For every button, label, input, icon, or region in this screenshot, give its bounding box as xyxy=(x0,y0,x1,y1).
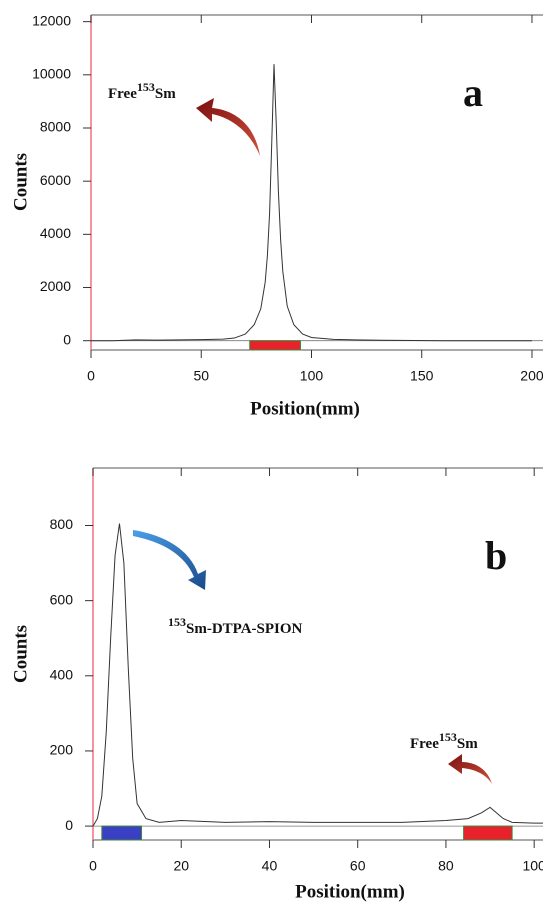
y-tick-label: 600 xyxy=(50,591,74,607)
x-tick-label: 150 xyxy=(410,368,434,384)
arrow xyxy=(448,754,492,784)
annotation-sup: 153 xyxy=(137,80,155,94)
y-tick-label: 200 xyxy=(50,742,74,758)
y-tick-label: 6000 xyxy=(40,172,71,188)
x-tick-label: 50 xyxy=(193,368,209,384)
x-axis-label: Position(mm) xyxy=(295,881,405,902)
x-tick-label: 80 xyxy=(438,858,454,874)
annotation-text: Sm-DTPA-SPION xyxy=(186,621,303,637)
y-tick-label: 2000 xyxy=(40,278,71,294)
y-axis-label: Counts xyxy=(10,625,31,683)
x-tick-label: 100 xyxy=(300,368,324,384)
x-tick-label: 100 xyxy=(522,858,543,874)
y-tick-label: 4000 xyxy=(40,225,71,241)
y-tick-label: 10000 xyxy=(32,66,71,82)
x-tick-label: 200 xyxy=(520,368,543,384)
data-line xyxy=(91,64,532,342)
annotation-text: Sm xyxy=(155,86,176,102)
y-tick-label: 800 xyxy=(50,516,74,532)
data-line xyxy=(92,523,543,827)
x-tick-label: 60 xyxy=(350,858,366,874)
annotation: Free153Sm xyxy=(410,730,478,753)
region xyxy=(463,825,513,841)
panel-label: a xyxy=(463,70,483,115)
arrow xyxy=(196,98,260,156)
panel-label: b xyxy=(485,533,507,578)
x-tick-label: 20 xyxy=(173,858,189,874)
annotation-text: Free xyxy=(108,86,137,102)
y-axis-label: Counts xyxy=(10,153,31,211)
y-tick-label: 12000 xyxy=(32,12,71,28)
annotation-sup: 153 xyxy=(168,615,186,629)
region xyxy=(101,825,143,841)
y-tick-label: 400 xyxy=(50,666,74,682)
y-tick-label: 0 xyxy=(63,331,71,347)
y-tick-label: 0 xyxy=(65,817,73,833)
annotation: 153Sm-DTPA-SPION xyxy=(168,615,303,638)
annotation-text: Free xyxy=(410,736,439,752)
x-tick-label: 0 xyxy=(87,368,95,384)
y-tick-label: 8000 xyxy=(40,119,71,135)
annotation-sup: 153 xyxy=(439,730,457,744)
x-tick-label: 0 xyxy=(89,858,97,874)
arrow xyxy=(133,530,206,590)
annotation-text: Sm xyxy=(457,736,478,752)
x-tick-label: 40 xyxy=(262,858,278,874)
annotation: Free153Sm xyxy=(108,80,176,103)
region xyxy=(249,340,301,351)
x-axis-label: Position(mm) xyxy=(250,398,360,419)
